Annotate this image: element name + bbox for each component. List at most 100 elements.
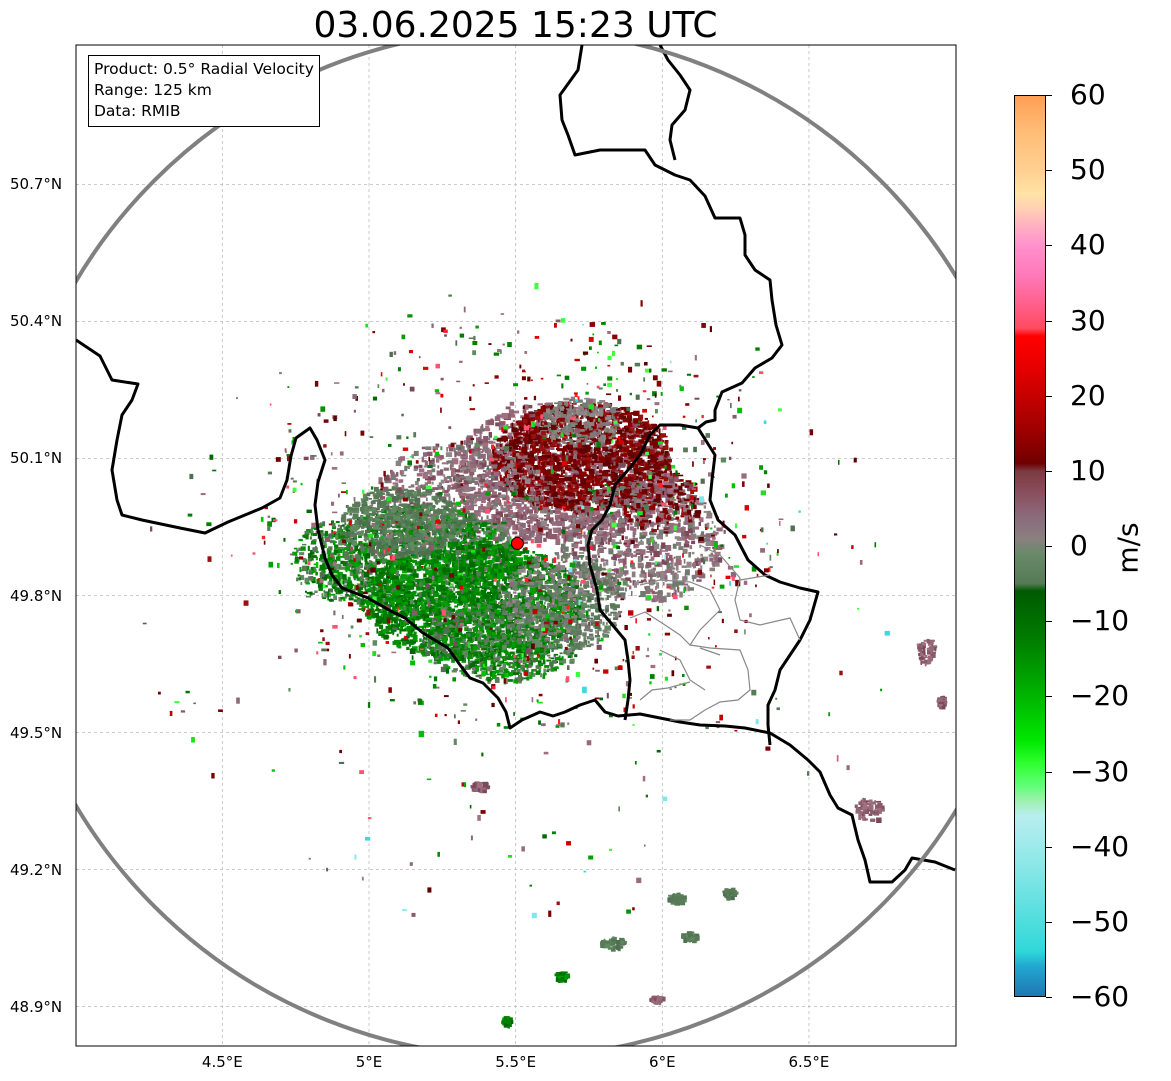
- echo-pixel: [673, 573, 676, 579]
- echo-pixel: [552, 489, 556, 493]
- echo-pixel: [517, 432, 522, 435]
- echo-pixel: [491, 459, 498, 463]
- echo-pixel: [434, 455, 439, 458]
- echo-pixel: [410, 513, 416, 518]
- echo-pixel: [515, 458, 519, 463]
- echo-pixel: [560, 462, 563, 465]
- echo-pixel: [584, 503, 588, 507]
- echo-pixel: [513, 438, 518, 442]
- echo-pixel: [596, 421, 604, 427]
- echo-pixel: [578, 534, 583, 537]
- echo-pixel: [584, 437, 588, 443]
- echo-pixel: [631, 491, 634, 494]
- echo-pixel: [505, 491, 508, 496]
- echo-pixel: [680, 515, 685, 518]
- echo-pixel: [611, 449, 613, 455]
- echo-pixel: [663, 510, 666, 516]
- echo-pixel: [646, 471, 650, 475]
- echo-pixel: [528, 458, 535, 464]
- echo-pixel: [603, 547, 607, 550]
- echo-pixel: [421, 456, 425, 463]
- echo-pixel: [609, 469, 613, 475]
- echo-pixel: [532, 441, 539, 447]
- echo-pixel: [493, 506, 497, 510]
- echo-pixel: [590, 460, 596, 464]
- echo-pixel: [555, 438, 560, 441]
- echo-pixel: [554, 514, 562, 520]
- echo-pixel: [502, 430, 508, 434]
- echo-pixel: [545, 501, 552, 506]
- echo-pixel: [689, 545, 693, 550]
- echo-pixel: [641, 437, 647, 440]
- echo-pixel: [519, 452, 524, 457]
- echo-pixel: [666, 520, 669, 525]
- echo-pixel: [501, 477, 505, 482]
- echo-pixel: [499, 494, 506, 498]
- echo-pixel: [625, 514, 631, 518]
- echo-pixel: [530, 441, 535, 445]
- echo-pixel: [609, 423, 614, 425]
- echo-pixel: [516, 423, 520, 425]
- echo-pixel: [648, 449, 655, 455]
- echo-pixel: [662, 582, 665, 586]
- echo-pixel: [645, 464, 650, 470]
- echo-pixel: [550, 491, 553, 497]
- echo-pixel: [521, 534, 529, 538]
- echo-pixel: [603, 504, 609, 509]
- echo-pixel: [620, 578, 626, 581]
- echo-pixel: [651, 502, 657, 504]
- echo-pixel: [604, 517, 611, 521]
- echo-pixel: [588, 508, 592, 516]
- echo-pixel: [511, 449, 516, 453]
- echo-pixel: [552, 477, 557, 483]
- echo-pixel: [566, 439, 573, 441]
- echo-pixel: [529, 503, 532, 508]
- echo-pixel: [461, 476, 469, 480]
- echo-pixel: [568, 446, 574, 451]
- echo-pixel: [533, 515, 539, 519]
- echo-pixel: [654, 452, 659, 456]
- echo-pixel: [558, 443, 562, 447]
- echo-pixel: [631, 478, 634, 483]
- echo-pixel: [534, 496, 539, 502]
- echo-pixel: [487, 485, 493, 493]
- echo-pixel: [585, 457, 592, 461]
- echo-pixel: [575, 435, 578, 438]
- echo-pixel: [614, 590, 616, 595]
- echo-pixel: [512, 497, 517, 500]
- echo-pixel: [497, 457, 499, 461]
- echo-pixel: [560, 547, 564, 553]
- echo-pixel: [515, 460, 521, 465]
- echo-pixel: [617, 475, 621, 481]
- echo-pixel: [610, 516, 617, 520]
- echo-pixel: [636, 498, 642, 505]
- echo-pixel: [674, 502, 679, 506]
- echo-pixel: [546, 514, 549, 520]
- echo-pixel: [480, 521, 483, 526]
- echo-pixel: [574, 466, 580, 471]
- echo-pixel: [594, 475, 598, 480]
- echo-pixel: [417, 485, 422, 489]
- echo-pixel: [602, 524, 609, 529]
- echo-pixel: [561, 482, 566, 485]
- echo-pixel: [509, 439, 516, 446]
- echo-pixel: [516, 448, 520, 450]
- echo-pixel: [576, 413, 579, 419]
- echo-pixel: [624, 430, 630, 433]
- echo-pixel: [557, 414, 562, 418]
- echo-pixel: [682, 508, 687, 511]
- echo-pixel: [516, 436, 523, 439]
- echo-pixel: [502, 517, 506, 521]
- echo-pixel: [597, 530, 603, 535]
- echo-pixel: [447, 484, 451, 490]
- echo-pixel: [475, 429, 483, 434]
- echo-pixel: [512, 470, 517, 475]
- echo-pixel: [651, 423, 658, 429]
- echo-pixel: [670, 558, 674, 564]
- echo-pixel: [675, 560, 682, 566]
- echo-pixel: [633, 411, 639, 415]
- echo-pixel: [666, 592, 671, 597]
- echo-pixel: [512, 444, 518, 450]
- echo-pixel: [555, 500, 561, 505]
- echo-pixel: [543, 498, 545, 503]
